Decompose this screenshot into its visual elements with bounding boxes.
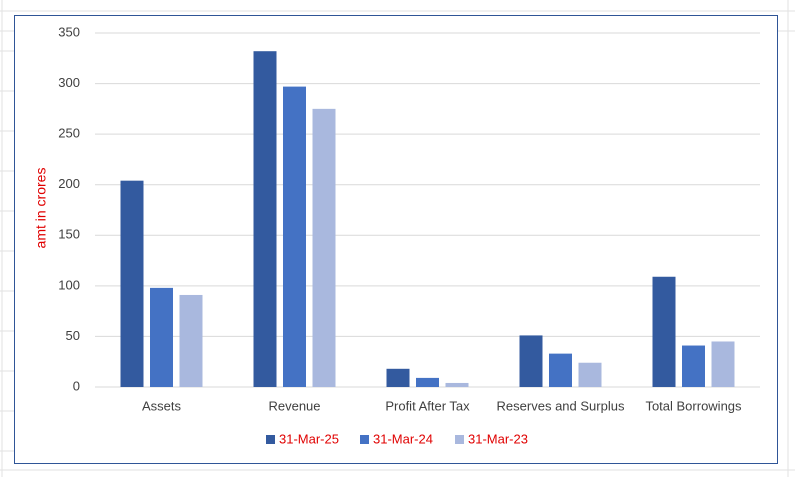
bar [150,287,173,387]
bar [179,294,203,387]
bar [711,341,735,387]
bar [445,382,469,387]
bar [253,51,277,387]
legend-marker [266,435,275,444]
bar [386,368,410,387]
legend-label: 31-Mar-23 [468,431,528,446]
y-tick-label: 150 [58,227,80,242]
y-tick-label: 50 [66,328,80,343]
legend-marker [455,435,464,444]
bar [312,108,336,387]
y-tick-label: 100 [58,277,80,292]
y-tick-label: 350 [58,24,80,39]
legend-label: 31-Mar-25 [279,431,339,446]
y-tick-label: 200 [58,176,80,191]
bar [652,276,676,387]
y-tick-label: 250 [58,126,80,141]
y-tick-label: 300 [58,75,80,90]
x-tick-label: Reserves and Surplus [497,398,625,413]
x-tick-label: Revenue [268,398,320,413]
legend-label: 31-Mar-24 [373,431,433,446]
bar [120,180,144,387]
x-tick-label: Profit After Tax [385,398,470,413]
bar [283,86,306,387]
x-tick-label: Total Borrowings [645,398,742,413]
bar [578,362,602,387]
bar [416,377,439,387]
y-axis-label: amt in crores [33,168,49,249]
y-tick-label: 0 [73,378,80,393]
legend-marker [360,435,369,444]
x-tick-label: Assets [142,398,182,413]
bar [682,345,705,387]
bar [519,335,543,387]
bar [549,353,572,387]
